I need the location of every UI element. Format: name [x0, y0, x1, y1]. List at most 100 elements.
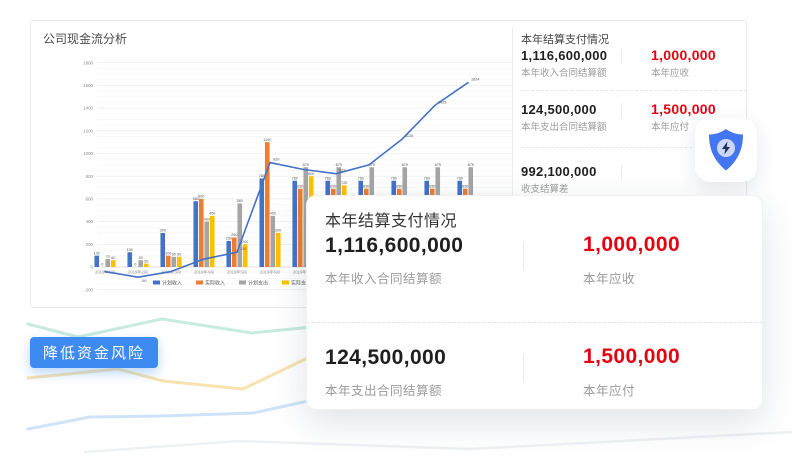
- popup-row-separator: [307, 322, 762, 323]
- svg-text:690: 690: [396, 184, 402, 188]
- svg-text:400: 400: [204, 217, 210, 221]
- popup-income-settlement-label: 本年收入合同结算额: [325, 272, 443, 286]
- svg-text:1600: 1600: [83, 83, 93, 88]
- svg-text:560: 560: [237, 199, 243, 203]
- svg-text:400: 400: [86, 219, 94, 224]
- svg-text:600: 600: [198, 195, 204, 199]
- svg-text:760: 760: [325, 176, 331, 180]
- payable-label: 本年应付: [651, 122, 690, 133]
- svg-text:720: 720: [341, 181, 347, 185]
- svg-text:800: 800: [86, 174, 94, 179]
- svg-text:实际支出: 实际支出: [291, 279, 311, 286]
- popup-payable-value: 1,500,000: [583, 345, 681, 368]
- income-settlement-label: 本年收入合同结算额: [521, 68, 607, 79]
- svg-text:760: 760: [457, 176, 463, 180]
- svg-text:1200: 1200: [83, 128, 93, 133]
- svg-text:200: 200: [86, 242, 94, 247]
- svg-text:780: 780: [259, 174, 265, 178]
- row-separator: [521, 147, 747, 148]
- svg-text:60: 60: [111, 256, 115, 260]
- balance-value: 992,100,000: [521, 164, 597, 179]
- popup-receivable-value: 1,000,000: [583, 233, 681, 256]
- popup-column-divider: [523, 354, 524, 382]
- svg-text:2019年6月: 2019年6月: [260, 269, 280, 276]
- shield-lightning-icon: [709, 129, 743, 171]
- row-separator: [521, 90, 747, 91]
- svg-text:计划支出: 计划支出: [248, 279, 268, 286]
- svg-text:300: 300: [275, 229, 281, 233]
- balance-label: 收支结算差: [521, 184, 569, 195]
- svg-text:1400: 1400: [83, 106, 93, 111]
- svg-text:879: 879: [468, 163, 474, 167]
- svg-text:580: 580: [193, 197, 199, 201]
- risk-reduction-badge: 降低资金风险: [30, 337, 159, 368]
- svg-text:760: 760: [391, 176, 397, 180]
- svg-text:90: 90: [172, 252, 176, 256]
- svg-text:760: 760: [292, 176, 298, 180]
- expense-settlement-value: 124,500,000: [521, 102, 597, 117]
- summary-panel-title: 本年结算支付情况: [521, 34, 609, 46]
- svg-text:690: 690: [330, 184, 336, 188]
- svg-text:2019年7月: 2019年7月: [293, 269, 313, 276]
- popup-receivable-label: 本年应收: [583, 272, 636, 286]
- svg-text:-200: -200: [84, 287, 93, 292]
- legend-item-0[interactable]: 计划收入: [153, 279, 182, 286]
- svg-text:1000: 1000: [83, 151, 93, 156]
- settlement-popup-card: 本年结算支付情况 1,116,600,000 本年收入合同结算额 1,000,0…: [306, 195, 763, 410]
- svg-text:1425: 1425: [438, 100, 446, 104]
- popup-payable-label: 本年应付: [583, 384, 636, 398]
- svg-text:760: 760: [358, 176, 364, 180]
- column-divider: [621, 49, 622, 64]
- chart-line: -90 130 920 822 1126 1425 1624: [104, 78, 479, 283]
- svg-text:879: 879: [303, 163, 309, 167]
- svg-text:760: 760: [424, 176, 430, 180]
- popup-expense-settlement-label: 本年支出合同结算额: [325, 384, 443, 398]
- svg-text:30: 30: [144, 259, 148, 263]
- chart-title: 公司现金流分析: [43, 32, 128, 46]
- popup-expense-settlement-value: 124,500,000: [325, 346, 447, 369]
- legend-item-2[interactable]: 计划支出: [239, 279, 268, 286]
- svg-text:实际收入: 实际收入: [205, 279, 225, 286]
- svg-text:690: 690: [462, 184, 468, 188]
- svg-text:230: 230: [226, 237, 232, 241]
- receivable-value: 1,000,000: [651, 47, 716, 63]
- svg-text:2019年2月: 2019年2月: [128, 269, 148, 276]
- svg-text:879: 879: [402, 163, 408, 167]
- popup-income-settlement-value: 1,116,600,000: [325, 234, 464, 257]
- svg-text:1624: 1624: [471, 78, 479, 82]
- svg-text:800: 800: [308, 172, 314, 176]
- svg-text:1800: 1800: [83, 60, 93, 65]
- security-shield-card: [695, 118, 757, 182]
- svg-text:130: 130: [127, 248, 133, 252]
- svg-text:0: 0: [134, 263, 136, 267]
- svg-text:计划收入: 计划收入: [162, 279, 182, 286]
- svg-text:90: 90: [177, 252, 181, 256]
- svg-text:450: 450: [209, 212, 215, 216]
- svg-text:690: 690: [297, 184, 303, 188]
- legend-item-3[interactable]: 实际支出: [282, 279, 311, 286]
- svg-text:879: 879: [336, 163, 342, 167]
- svg-text:879: 879: [435, 163, 441, 167]
- svg-text:70: 70: [106, 255, 110, 259]
- svg-text:1100: 1100: [263, 138, 271, 142]
- svg-text:100: 100: [94, 251, 100, 255]
- legend-item-1[interactable]: 实际收入: [196, 279, 225, 286]
- svg-text:0: 0: [101, 263, 103, 267]
- svg-text:600: 600: [86, 197, 94, 202]
- column-divider: [621, 165, 622, 180]
- income-settlement-value: 1,116,600,000: [521, 48, 608, 63]
- svg-text:60: 60: [139, 256, 143, 260]
- svg-text:920: 920: [273, 158, 279, 162]
- svg-text:100: 100: [165, 251, 171, 255]
- popup-title: 本年结算支付情况: [325, 213, 458, 230]
- svg-text:690: 690: [429, 184, 435, 188]
- svg-text:-90: -90: [141, 279, 147, 283]
- svg-text:450: 450: [270, 212, 276, 216]
- svg-text:822: 822: [339, 169, 345, 173]
- receivable-label: 本年应收: [651, 68, 690, 79]
- svg-text:260: 260: [231, 233, 237, 237]
- svg-text:200: 200: [242, 240, 248, 244]
- svg-text:690: 690: [363, 184, 369, 188]
- svg-text:300: 300: [160, 229, 166, 233]
